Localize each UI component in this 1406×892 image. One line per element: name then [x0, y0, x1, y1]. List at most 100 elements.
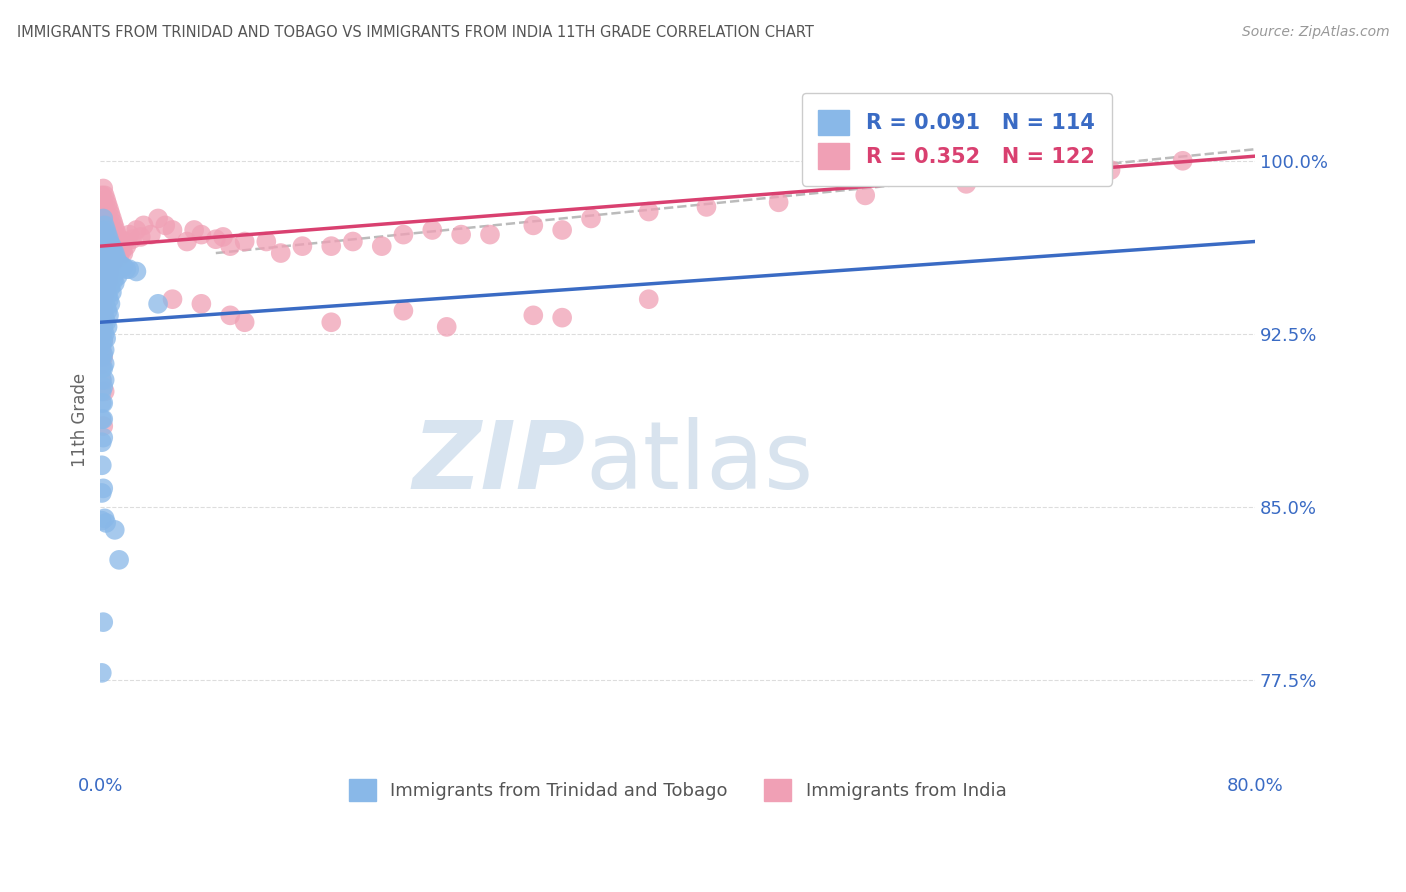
Point — [100, 236, 122, 251]
Point — [91, 380, 114, 394]
Point — [90, 486, 112, 500]
Point — [90, 310, 112, 325]
Point — [101, 211, 124, 226]
Point — [93, 264, 115, 278]
Point — [392, 227, 415, 242]
Point — [107, 255, 129, 269]
Point — [90, 458, 112, 473]
Point — [98, 292, 121, 306]
Point — [110, 239, 132, 253]
Point — [176, 235, 198, 249]
Point — [94, 299, 117, 313]
Point — [103, 274, 125, 288]
Point — [100, 223, 122, 237]
Point — [111, 244, 134, 258]
Point — [94, 331, 117, 345]
Point — [853, 188, 876, 202]
Point — [93, 251, 115, 265]
Point — [93, 267, 115, 281]
Point — [955, 177, 977, 191]
Point — [90, 280, 112, 294]
Point — [90, 665, 112, 680]
Point — [108, 235, 131, 249]
Point — [254, 235, 277, 249]
Point — [90, 303, 112, 318]
Point — [90, 412, 112, 426]
Point — [98, 232, 121, 246]
Point — [91, 303, 114, 318]
Point — [103, 216, 125, 230]
Point — [93, 373, 115, 387]
Point — [94, 285, 117, 300]
Point — [93, 188, 115, 202]
Point — [101, 242, 124, 256]
Point — [97, 258, 120, 272]
Text: IMMIGRANTS FROM TRINIDAD AND TOBAGO VS IMMIGRANTS FROM INDIA 11TH GRADE CORRELAT: IMMIGRANTS FROM TRINIDAD AND TOBAGO VS I… — [17, 25, 814, 40]
Point — [100, 297, 122, 311]
Point — [91, 306, 114, 320]
Point — [93, 310, 115, 325]
Point — [371, 239, 394, 253]
Point — [162, 223, 184, 237]
Point — [94, 223, 117, 237]
Point — [103, 246, 125, 260]
Point — [90, 292, 112, 306]
Point — [321, 315, 343, 329]
Point — [146, 211, 169, 226]
Point — [118, 227, 141, 242]
Point — [97, 244, 120, 258]
Point — [91, 481, 114, 495]
Point — [90, 219, 112, 233]
Point — [90, 235, 112, 249]
Point — [104, 220, 127, 235]
Point — [162, 292, 184, 306]
Point — [100, 207, 122, 221]
Point — [233, 235, 256, 249]
Point — [104, 523, 127, 537]
Point — [93, 235, 115, 249]
Point — [100, 269, 122, 284]
Point — [436, 319, 458, 334]
Point — [104, 276, 127, 290]
Point — [98, 219, 121, 233]
Point — [93, 280, 115, 294]
Point — [103, 244, 125, 258]
Point — [97, 274, 120, 288]
Point — [91, 274, 114, 288]
Point — [219, 309, 242, 323]
Point — [104, 262, 127, 277]
Point — [1099, 163, 1122, 178]
Point — [91, 244, 114, 258]
Point — [190, 297, 212, 311]
Point — [91, 350, 114, 364]
Point — [105, 242, 128, 256]
Point — [291, 239, 314, 253]
Point — [90, 188, 112, 202]
Point — [637, 292, 659, 306]
Point — [90, 357, 112, 371]
Point — [98, 248, 121, 262]
Point — [101, 255, 124, 269]
Point — [115, 239, 138, 253]
Point — [108, 553, 131, 567]
Point — [104, 246, 127, 260]
Point — [90, 373, 112, 387]
Point — [97, 227, 120, 242]
Point — [100, 251, 122, 265]
Point — [91, 242, 114, 256]
Point — [90, 297, 112, 311]
Point — [90, 343, 112, 357]
Point — [1171, 153, 1194, 168]
Point — [93, 297, 115, 311]
Point — [522, 309, 544, 323]
Point — [91, 197, 114, 211]
Point — [100, 252, 122, 267]
Point — [90, 315, 112, 329]
Point — [101, 269, 124, 284]
Point — [91, 334, 114, 348]
Point — [94, 239, 117, 253]
Point — [204, 232, 226, 246]
Point — [101, 285, 124, 300]
Point — [112, 246, 135, 260]
Point — [90, 223, 112, 237]
